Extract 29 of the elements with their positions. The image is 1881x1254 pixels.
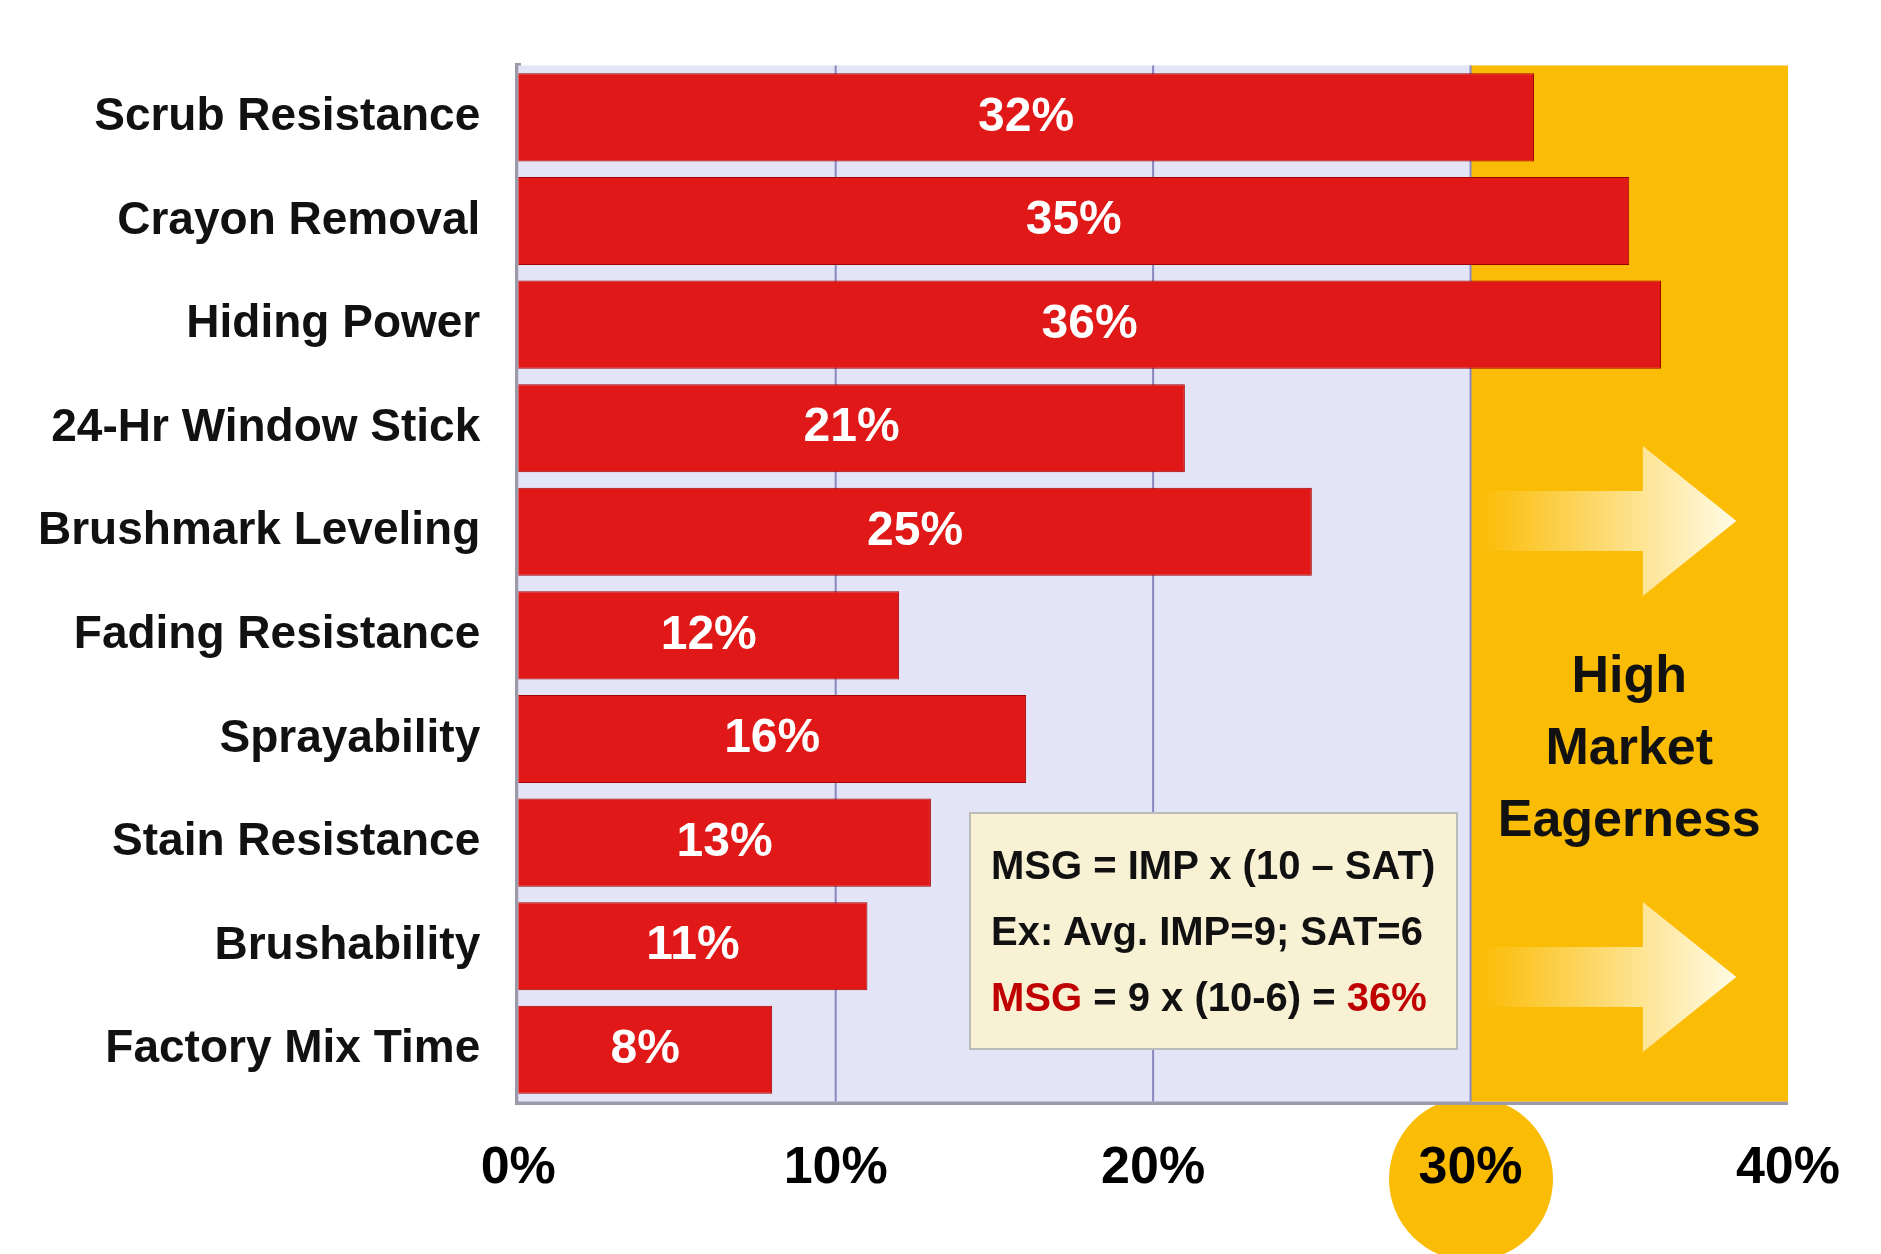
x-tick-label: 10% xyxy=(783,1136,888,1195)
y-tick-label: Crayon Removal xyxy=(117,191,481,244)
y-tick-label: 24-Hr Window Stick xyxy=(51,398,481,451)
y-tick-label: Fading Resistance xyxy=(73,606,481,659)
data-label: 16% xyxy=(724,709,821,763)
data-label: 12% xyxy=(660,605,757,659)
data-label: 36% xyxy=(1041,294,1138,348)
x-tick-label: 30% xyxy=(1418,1136,1523,1195)
y-tick-label: Brushability xyxy=(214,916,481,969)
x-tick-label: 0% xyxy=(480,1136,556,1195)
y-tick-label: Stain Resistance xyxy=(112,813,481,866)
y-tick-label: Sprayability xyxy=(219,709,481,762)
y-tick-label: Scrub Resistance xyxy=(94,88,481,141)
data-label: 13% xyxy=(676,812,773,866)
annotation: Ex: Avg. IMP=9; SAT=6 xyxy=(991,907,1424,955)
x-tick-label: 20% xyxy=(1101,1136,1206,1195)
data-label: 35% xyxy=(1025,191,1122,245)
data-label: 8% xyxy=(610,1020,680,1074)
data-label: 11% xyxy=(646,916,740,970)
x-tick-label: 40% xyxy=(1735,1136,1840,1195)
y-tick-label: Brushmark Leveling xyxy=(37,502,481,555)
data-label: 32% xyxy=(978,87,1075,141)
annotation: MSG = 9 x (10-6) = 36% xyxy=(991,973,1428,1021)
data-label: 21% xyxy=(803,398,900,452)
y-tick-label: Hiding Power xyxy=(186,295,481,348)
data-label: 25% xyxy=(867,502,964,556)
y-tick-label: Factory Mix Time xyxy=(105,1020,481,1073)
band-label: High Market Eagerness xyxy=(1497,644,1761,847)
annotation: MSG = IMP x (10 – SAT) xyxy=(991,841,1436,889)
